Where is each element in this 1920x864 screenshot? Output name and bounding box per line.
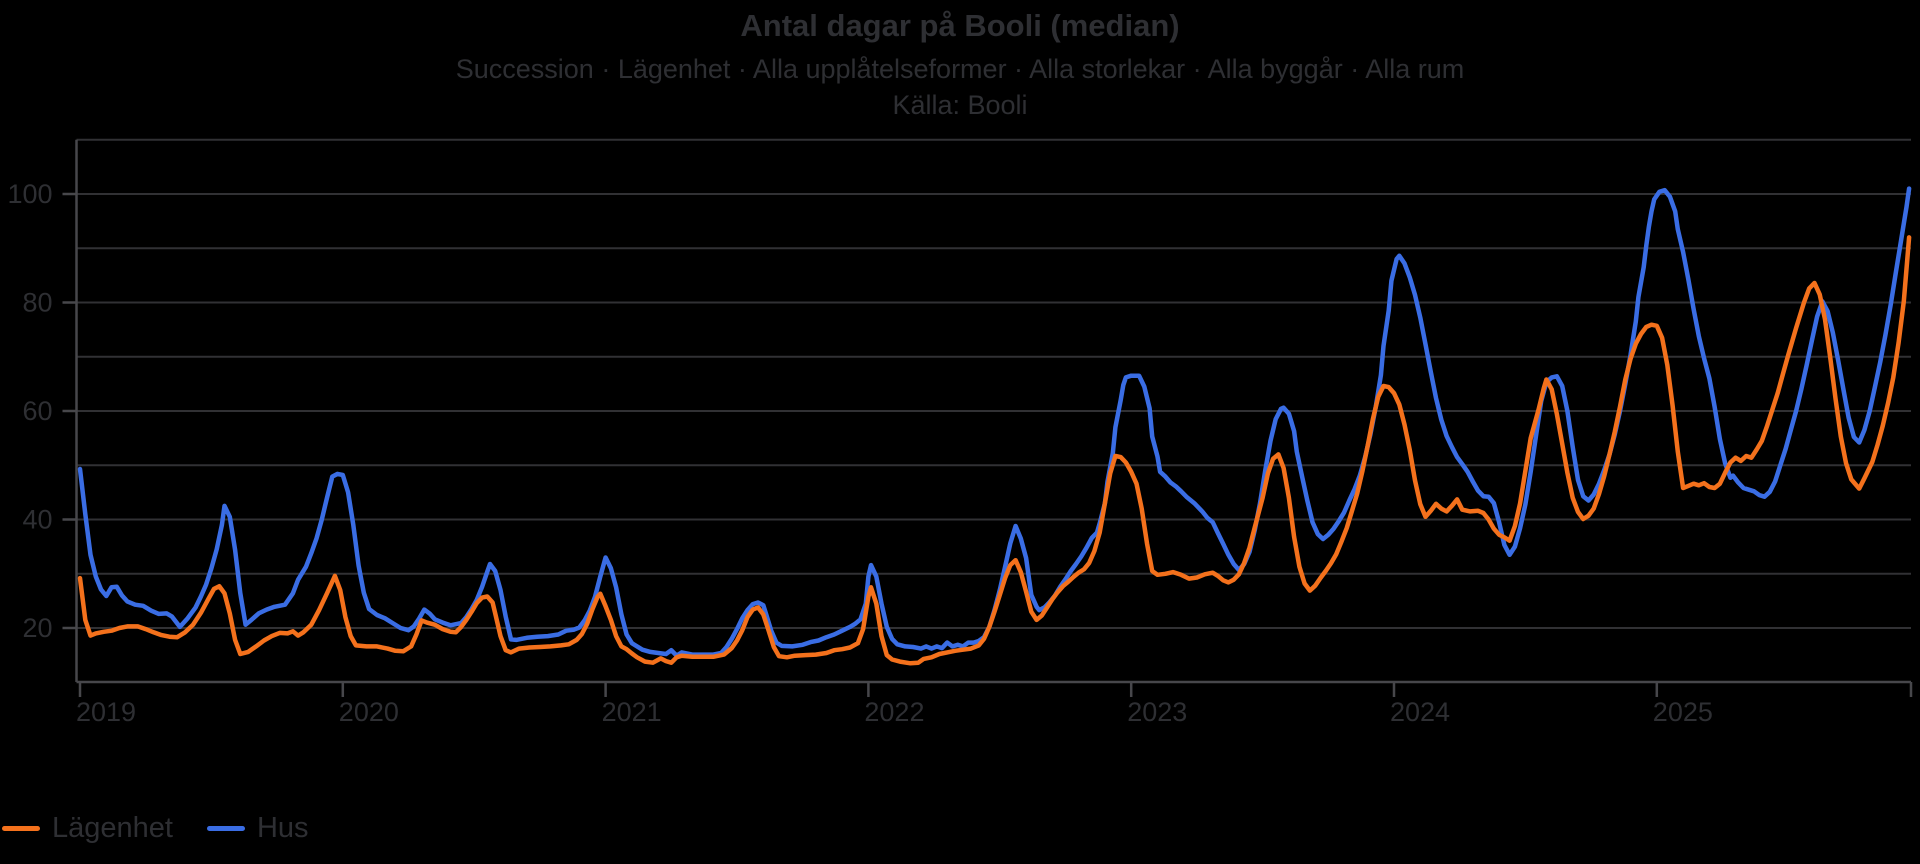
legend-label-lgenhet: Lägenhet <box>52 812 173 844</box>
chart-subtitle: Succession · Lägenhet · Alla upplåtelsef… <box>455 54 1465 84</box>
y-tick-label: 80 <box>22 288 52 318</box>
legend-item-lgenhet[interactable]: Lägenhet <box>2 806 173 850</box>
chart-source: Källa: Booli <box>892 90 1028 120</box>
legend-label-hus: Hus <box>256 812 309 844</box>
chart-title: Antal dagar på Booli (median) <box>740 8 1180 43</box>
y-tick-label: 40 <box>22 505 52 535</box>
x-tick-label: 2019 <box>76 697 136 727</box>
chart-legend: Lägenhet Hus <box>2 806 309 850</box>
x-tick-label: 2025 <box>1653 697 1713 727</box>
legend-item-hus[interactable]: Hus <box>206 806 309 850</box>
series-line-lgenhet <box>77 235 1912 666</box>
y-tick-label: 100 <box>7 179 52 209</box>
x-tick-label: 2021 <box>602 697 662 727</box>
series-line-hus <box>77 186 1912 658</box>
y-tick-label: 20 <box>22 613 52 643</box>
y-tick-label: 60 <box>22 396 52 426</box>
x-tick-label: 2023 <box>1127 697 1187 727</box>
x-tick-label: 2022 <box>864 697 924 727</box>
x-tick-label: 2024 <box>1390 697 1450 727</box>
x-tick-label: 2020 <box>339 697 399 727</box>
legend-swatch-hus <box>206 825 245 831</box>
legend-swatch-lgenhet <box>2 825 40 831</box>
